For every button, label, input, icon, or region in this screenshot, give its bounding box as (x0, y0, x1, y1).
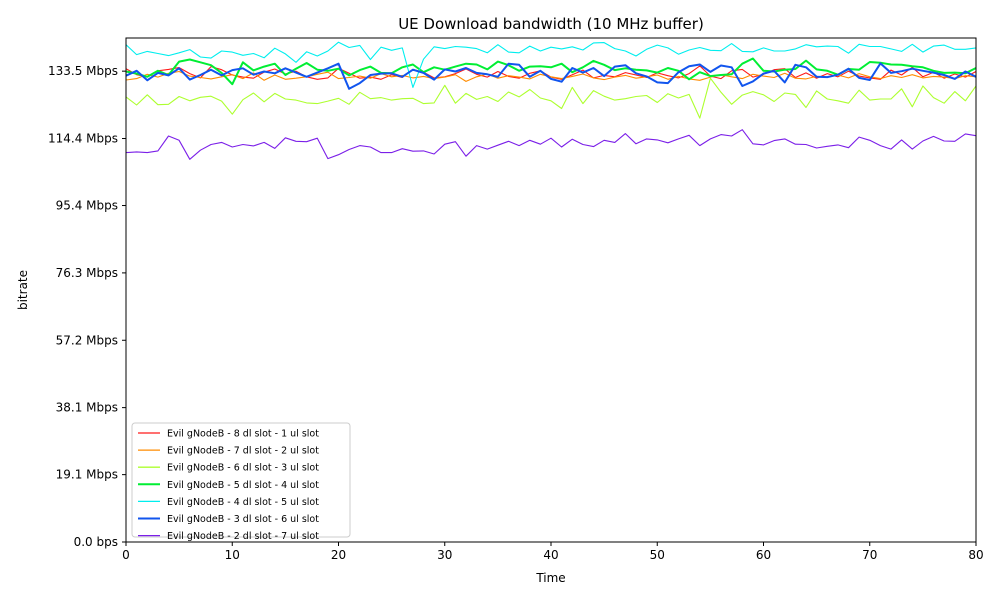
legend-label: Evil gNodeB - 4 dl slot - 5 ul slot (167, 497, 319, 508)
y-tick-label: 114.4 Mbps (48, 132, 118, 146)
y-tick-label: 19.1 Mbps (56, 468, 118, 482)
legend-label: Evil gNodeB - 5 dl slot - 4 ul slot (167, 480, 319, 491)
y-tick-label: 0.0 bps (74, 535, 118, 549)
x-tick-label: 0 (122, 548, 130, 562)
x-tick-label: 70 (862, 548, 877, 562)
x-tick-label: 30 (437, 548, 452, 562)
legend-label: Evil gNodeB - 6 dl slot - 3 ul slot (167, 463, 319, 474)
x-tick-label: 60 (756, 548, 771, 562)
series-line-7 (125, 129, 977, 160)
x-tick-label: 50 (650, 548, 665, 562)
legend-label: Evil gNodeB - 8 dl slot - 1 ul slot (167, 429, 319, 440)
y-tick-label: 133.5 Mbps (48, 64, 118, 78)
series-line-4 (125, 57, 977, 86)
series-line-5 (125, 41, 977, 88)
series-line-6 (125, 62, 977, 90)
y-tick-label: 95.4 Mbps (56, 199, 118, 213)
x-tick-label: 20 (331, 548, 346, 562)
series-line-3 (125, 77, 977, 119)
legend-label: Evil gNodeB - 3 dl slot - 6 ul slot (167, 514, 319, 525)
chart-title: UE Download bandwidth (10 MHz buffer) (398, 15, 704, 33)
x-tick-label: 40 (543, 548, 558, 562)
x-tick-label: 10 (225, 548, 240, 562)
legend-label: Evil gNodeB - 2 dl slot - 7 ul slot (167, 531, 319, 542)
x-axis: 0 10 20 30 40 50 60 70 80 (122, 542, 984, 562)
y-tick-label: 38.1 Mbps (56, 401, 118, 415)
x-tick-label: 80 (968, 548, 983, 562)
x-axis-title: Time (535, 571, 565, 585)
y-tick-label: 57.2 Mbps (56, 333, 118, 347)
legend-box (131, 422, 351, 538)
series-layer (125, 41, 977, 160)
y-axis-title: bitrate (16, 270, 30, 310)
legend: Evil gNodeB - 8 dl slot - 1 ul slot Evil … (131, 422, 351, 542)
y-axis: 0.0 bps 19.1 Mbps 38.1 Mbps 57.2 Mbps 76.3 M… (48, 64, 126, 549)
legend-label: Evil gNodeB - 7 dl slot - 2 ul slot (167, 446, 319, 457)
y-tick-label: 76.3 Mbps (56, 266, 118, 280)
